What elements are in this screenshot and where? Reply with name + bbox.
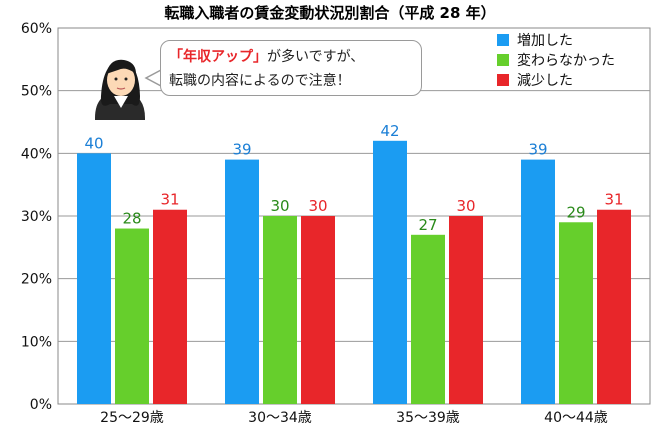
- legend-item-decrease: 減少した: [497, 70, 615, 90]
- data-label: 39: [528, 141, 547, 159]
- bar: [521, 159, 555, 404]
- speech-bubble-line2: 転職の内容によるので注意！: [169, 73, 351, 89]
- data-label: 28: [122, 210, 141, 228]
- data-label: 31: [160, 191, 179, 209]
- x-tick-label: 25〜29歳: [100, 410, 164, 426]
- speech-bubble-line1: 「年収アップ」が多いですが、: [169, 45, 413, 69]
- bar: [597, 209, 631, 404]
- businesswoman-icon: [95, 59, 162, 120]
- legend-item-increase: 増加した: [497, 30, 615, 50]
- y-tick-label: 20%: [21, 272, 52, 288]
- bar: [559, 222, 593, 404]
- x-tick-label: 30〜34歳: [248, 410, 312, 426]
- data-label: 30: [270, 197, 289, 215]
- bar: [373, 140, 407, 405]
- bar: [153, 209, 187, 404]
- y-tick-label: 30%: [21, 209, 52, 225]
- y-tick-label: 60%: [21, 21, 52, 37]
- x-tick-label: 35〜39歳: [396, 410, 460, 426]
- bar: [411, 234, 445, 404]
- speech-bubble-line1-rest: が多いですが、: [267, 49, 365, 65]
- legend-swatch-decrease: [497, 74, 509, 86]
- bar: [263, 216, 297, 404]
- legend-label-decrease: 減少した: [517, 73, 573, 89]
- y-tick-label: 40%: [21, 146, 52, 162]
- data-label: 42: [380, 122, 399, 140]
- y-tick-label: 0%: [30, 397, 52, 413]
- data-label: 40: [84, 134, 103, 152]
- bar: [225, 159, 259, 404]
- y-tick-label: 50%: [21, 84, 52, 100]
- bar: [449, 216, 483, 404]
- legend-label-unchanged: 変わらなかった: [517, 53, 615, 69]
- y-tick-label: 10%: [21, 334, 52, 350]
- legend-swatch-increase: [497, 34, 509, 46]
- chart-title: 転職入職者の賃金変動状況別割合（平成 28 年）: [164, 4, 496, 22]
- data-label: 31: [604, 191, 623, 209]
- speech-bubble: 「年収アップ」が多いですが、 転職の内容によるので注意！: [160, 40, 422, 96]
- speech-bubble-highlight: 「年収アップ」: [169, 49, 267, 65]
- legend-label-increase: 増加した: [517, 33, 573, 49]
- data-label: 30: [308, 197, 327, 215]
- data-label: 29: [566, 203, 585, 221]
- x-tick-label: 40〜44歳: [544, 410, 608, 426]
- data-label: 27: [418, 216, 437, 234]
- data-label: 39: [232, 141, 251, 159]
- bar: [301, 216, 335, 404]
- legend-swatch-unchanged: [497, 54, 509, 66]
- data-label: 30: [456, 197, 475, 215]
- bar: [77, 153, 111, 404]
- bar: [115, 228, 149, 404]
- legend-item-unchanged: 変わらなかった: [497, 50, 615, 70]
- legend: 増加した 変わらなかった 減少した: [497, 30, 615, 90]
